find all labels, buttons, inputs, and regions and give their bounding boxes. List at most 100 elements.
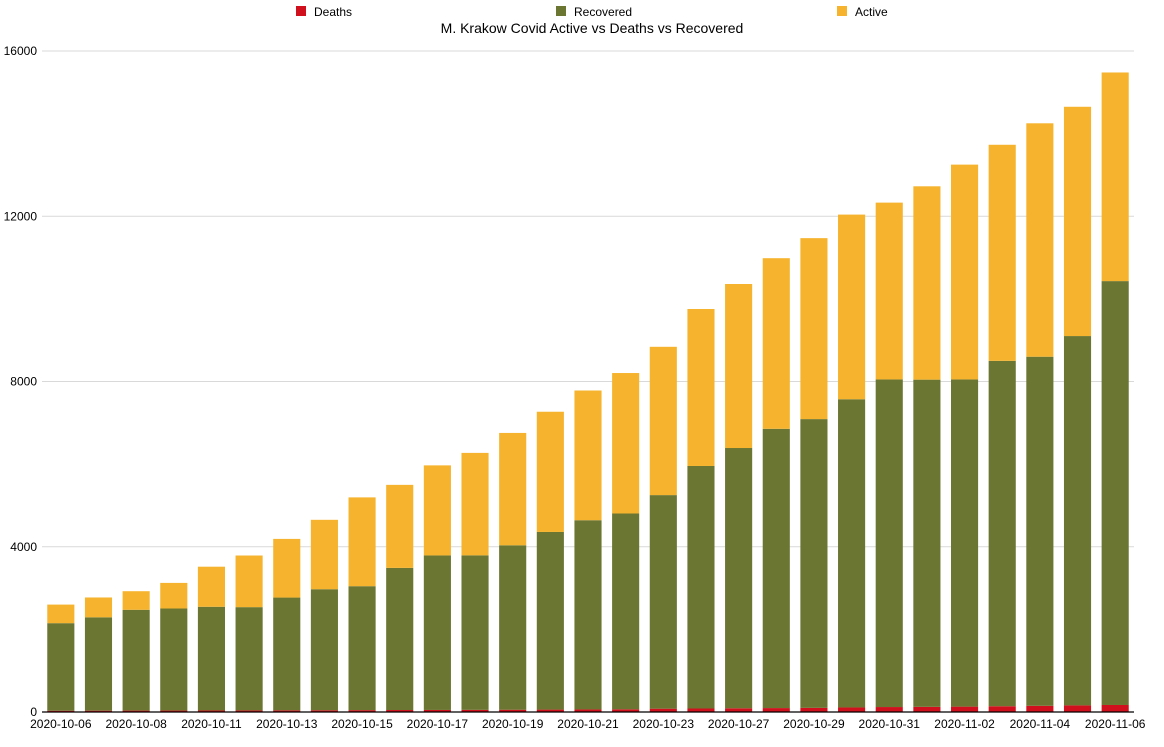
bar-recovered-segment	[310, 589, 338, 711]
bar-deaths-segment	[423, 709, 451, 712]
bar-recovered-segment	[386, 567, 414, 711]
bar-recovered-segment	[950, 379, 979, 707]
bar-active-segment	[838, 214, 866, 400]
bar-active-segment	[687, 308, 715, 466]
bar-recovered-segment	[913, 379, 941, 707]
x-tick-label: 2020-10-13	[256, 717, 318, 731]
bar-deaths-segment	[687, 708, 715, 712]
bar-deaths-segment	[1063, 705, 1092, 712]
bar-active-segment	[950, 164, 979, 380]
bar-active-segment	[348, 497, 376, 587]
bar-deaths-segment	[838, 707, 866, 712]
bar-active-segment	[1101, 72, 1129, 282]
bar-deaths-segment	[310, 710, 338, 712]
bar-deaths-segment	[348, 710, 376, 712]
bar-active-segment	[423, 465, 451, 556]
x-tick-label: 2020-10-23	[633, 717, 695, 731]
bar-deaths-segment	[160, 710, 188, 712]
x-tick-label: 2020-10-08	[105, 717, 167, 731]
bar-active-segment	[235, 555, 263, 608]
x-tick-label: 2020-10-06	[30, 717, 92, 731]
x-tick-label: 2020-11-06	[1085, 717, 1146, 731]
bar-recovered-segment	[687, 465, 715, 709]
y-tick-label: 12000	[4, 209, 38, 223]
bar-deaths-segment	[950, 706, 979, 712]
bar-recovered-segment	[348, 586, 376, 711]
bar-deaths-segment	[461, 709, 489, 712]
bar-recovered-segment	[461, 555, 489, 710]
x-tick-label: 2020-10-21	[557, 717, 619, 731]
legend-swatch-active	[837, 6, 847, 16]
bar-active-segment	[310, 519, 338, 590]
x-tick-label: 2020-10-29	[783, 717, 845, 731]
bar-active-segment	[800, 238, 828, 420]
bar-deaths-segment	[499, 709, 527, 712]
bar-recovered-segment	[988, 360, 1016, 707]
bar-active-segment	[499, 432, 527, 546]
bar-active-segment	[197, 566, 226, 607]
x-axis-tick-labels: 2020-10-06 2020-10-08 2020-10-11 2020-10-13…	[30, 717, 1146, 731]
y-tick-label: 4000	[10, 540, 37, 554]
bar-active-segment	[1063, 106, 1092, 337]
bar-deaths-segment	[913, 706, 941, 712]
x-tick-label: 2020-10-15	[331, 717, 393, 731]
bar-active-segment	[160, 582, 188, 609]
bar-recovered-segment	[574, 520, 602, 710]
bars	[47, 72, 1129, 712]
bar-recovered-segment	[838, 399, 866, 708]
bar-recovered-segment	[875, 379, 903, 708]
bar-recovered-segment	[273, 597, 301, 711]
bar-active-segment	[612, 373, 640, 514]
bar-active-segment	[536, 411, 564, 532]
y-tick-label: 0	[30, 705, 37, 719]
bar-deaths-segment	[536, 709, 564, 712]
bar-active-segment	[84, 597, 113, 618]
bar-active-segment	[122, 591, 150, 610]
legend-label-recovered: Recovered	[574, 5, 632, 19]
bar-deaths-segment	[235, 710, 263, 712]
bar-deaths-segment	[1026, 705, 1054, 712]
bar-recovered-segment	[762, 428, 790, 709]
bar-deaths-segment	[800, 707, 828, 712]
y-tick-label: 16000	[4, 44, 38, 58]
bar-recovered-segment	[499, 545, 527, 710]
x-tick-label: 2020-10-27	[708, 717, 770, 731]
x-tick-label: 2020-11-02	[934, 717, 995, 731]
legend-swatch-deaths	[296, 6, 306, 16]
bar-recovered-segment	[84, 617, 113, 711]
bar-active-segment	[649, 346, 677, 496]
bar-recovered-segment	[800, 419, 828, 708]
bar-recovered-segment	[725, 448, 753, 709]
bar-recovered-segment	[423, 555, 451, 710]
bar-active-segment	[574, 390, 602, 521]
legend: Deaths Recovered Active	[296, 5, 888, 19]
legend-swatch-recovered	[556, 6, 566, 16]
legend-label-active: Active	[855, 5, 888, 19]
bar-recovered-segment	[160, 608, 188, 711]
x-tick-label: 2020-10-19	[482, 717, 544, 731]
bar-recovered-segment	[197, 606, 226, 711]
bar-active-segment	[762, 258, 790, 429]
bar-active-segment	[386, 484, 414, 568]
bar-deaths-segment	[612, 709, 640, 712]
legend-label-deaths: Deaths	[314, 5, 352, 19]
bar-recovered-segment	[536, 531, 564, 710]
y-axis-tick-labels: 0 4000 8000 12000 16000	[4, 44, 38, 719]
bar-deaths-segment	[762, 708, 790, 712]
bar-recovered-segment	[1101, 281, 1129, 705]
bar-deaths-segment	[197, 710, 226, 712]
bar-deaths-segment	[649, 708, 677, 712]
x-tick-label: 2020-11-04	[1010, 717, 1071, 731]
bar-active-segment	[725, 284, 753, 449]
bar-recovered-segment	[1026, 356, 1054, 706]
x-tick-label: 2020-10-31	[859, 717, 921, 731]
bar-active-segment	[47, 604, 75, 624]
y-tick-label: 8000	[10, 375, 37, 389]
bar-deaths-segment	[47, 710, 75, 712]
x-tick-label: 2020-10-17	[407, 717, 469, 731]
bar-deaths-segment	[386, 710, 414, 712]
bar-recovered-segment	[1063, 336, 1092, 706]
bar-active-segment	[1026, 123, 1054, 357]
bar-active-segment	[461, 452, 489, 556]
